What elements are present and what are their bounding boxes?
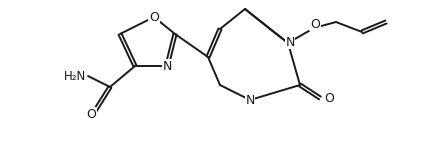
- Text: H₂N: H₂N: [64, 69, 86, 83]
- Text: N: N: [162, 59, 172, 73]
- Text: N: N: [245, 94, 255, 107]
- Text: N: N: [285, 36, 295, 49]
- Text: O: O: [310, 17, 320, 31]
- Text: O: O: [149, 11, 159, 23]
- Text: O: O: [324, 91, 334, 105]
- Text: O: O: [86, 107, 96, 121]
